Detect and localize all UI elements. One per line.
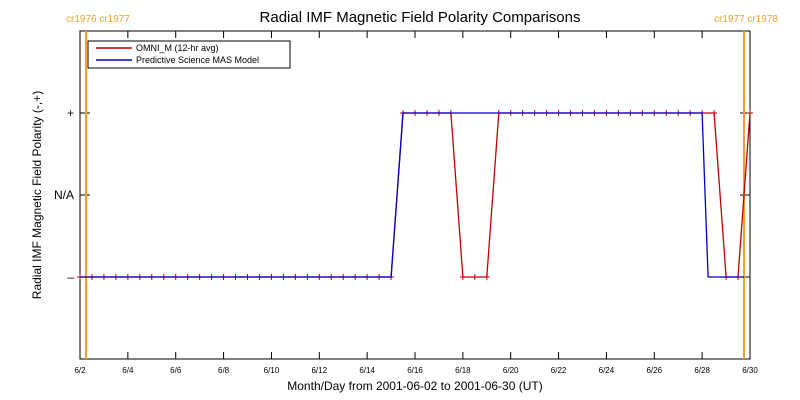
- y-axis-label: Radial IMF Magnetic Field Polarity (-,+): [30, 91, 44, 299]
- series-layer: [77, 110, 753, 280]
- x-tick-label: 6/20: [503, 366, 519, 375]
- y-tick-label: –: [67, 270, 74, 284]
- carrington-markers: [84, 31, 746, 359]
- x-tick-label: 6/22: [551, 366, 567, 375]
- legend-label-mas: Predictive Science MAS Model: [136, 55, 259, 65]
- x-tick-label: 6/2: [74, 366, 86, 375]
- x-tick-label: 6/10: [264, 366, 280, 375]
- data-point: [459, 274, 466, 280]
- cr-label-left: cr1976 cr1977: [66, 14, 130, 25]
- x-tick-label: 6/16: [407, 366, 423, 375]
- data-point: [711, 110, 718, 116]
- legend-box: [87, 40, 291, 69]
- data-point: [747, 110, 753, 116]
- plot-frame: [79, 30, 751, 360]
- y-tick-label: +: [67, 106, 74, 120]
- x-tick-label: 6/4: [122, 366, 134, 375]
- x-tick-label: 6/26: [646, 366, 662, 375]
- x-tick-label: 6/12: [311, 366, 327, 375]
- chart-title: Radial IMF Magnetic Field Polarity Compa…: [260, 9, 581, 26]
- x-tick-label: 6/24: [599, 366, 615, 375]
- plot-area: [79, 30, 751, 360]
- x-tick-label: 6/6: [170, 366, 182, 375]
- x-tick-label: 6/28: [694, 366, 710, 375]
- x-tick-label: 6/8: [218, 366, 230, 375]
- legend: OMNI_M (12-hr avg) Predictive Science MA…: [87, 40, 291, 69]
- x-axis-label: Month/Day from 2001-06-02 to 2001-06-30 …: [287, 379, 542, 393]
- data-point: [471, 274, 478, 280]
- series-line-1: [80, 112, 744, 278]
- legend-label-omni: OMNI_M (12-hr avg): [136, 43, 219, 53]
- cr-label-right: cr1977 cr1978: [714, 14, 778, 25]
- x-tick-label: 6/30: [742, 366, 758, 375]
- data-point: [483, 274, 490, 280]
- x-tick-label: 6/14: [359, 366, 375, 375]
- axis-ticks: 6/2 6/4 6/6 6/8 6/10 6/12 6/14 6/16 6/18 6/20 6/22…: [54, 31, 758, 375]
- y-tick-label: N/A: [54, 188, 74, 202]
- series-line-0: [80, 112, 751, 278]
- x-tick-label: 6/18: [455, 366, 471, 375]
